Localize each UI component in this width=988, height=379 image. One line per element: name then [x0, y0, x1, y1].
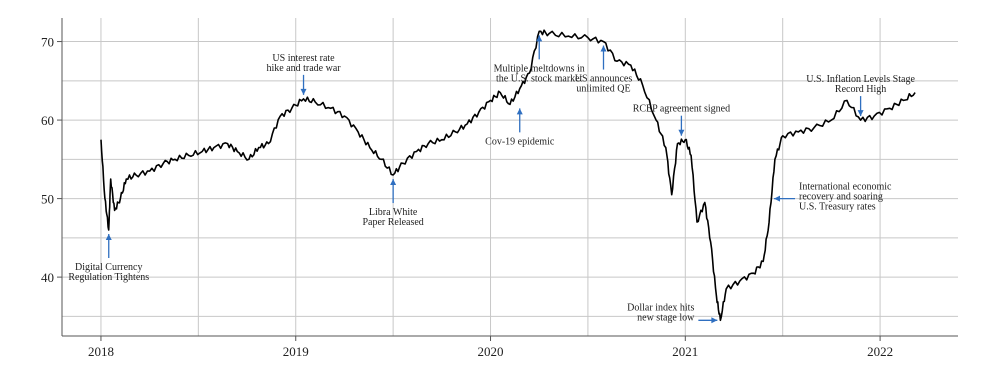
tick-labels: 2018 2019 2020 2021 2022 40 50 60 70 — [41, 35, 893, 359]
y-tick-label: 50 — [41, 192, 54, 207]
annotation-arrowhead — [105, 234, 112, 240]
annotation-arrowhead — [300, 88, 307, 95]
annotation-label: Dollar index hits — [627, 302, 694, 313]
y-tick-label: 70 — [41, 35, 54, 50]
x-tick-label: 2022 — [867, 344, 893, 359]
x-tick-label: 2020 — [478, 344, 504, 359]
annotation-arrowhead — [711, 317, 718, 324]
series-layer — [100, 29, 916, 322]
annotation: Cov-19 epidemic — [485, 108, 555, 147]
x-tick-label: 2018 — [88, 344, 114, 359]
annotation-label: Digital Currency — [75, 262, 142, 273]
annotation-label: unlimited QE — [576, 84, 630, 95]
annotation-label: Paper Released — [362, 217, 423, 228]
annotation-label: U.S. Inflation Levels Stage — [806, 74, 915, 85]
annotation-label: Regulation Tightens — [68, 272, 149, 283]
annotation-label: RCEP agreement signed — [633, 104, 730, 115]
annotation-arrowhead — [774, 195, 781, 202]
annotation-label: Record High — [835, 84, 886, 95]
annotation-label: recovery and soaring — [799, 192, 883, 203]
annotation-arrowhead — [857, 110, 864, 117]
annotation-arrowhead — [516, 108, 523, 115]
annotation-arrowhead — [678, 129, 685, 136]
y-tick-label: 40 — [41, 270, 54, 285]
annotation: RCEP agreement signed — [633, 104, 730, 136]
x-tick-label: 2021 — [672, 344, 698, 359]
annotation-label: US announces — [575, 74, 633, 85]
annotation-label: Libra White — [369, 207, 418, 218]
y-tick-label: 60 — [41, 113, 54, 128]
annotation-label: Multiple meltdowns in — [494, 63, 585, 74]
annotation-label: International economic — [799, 182, 892, 193]
annotation-label: the U.S. stock market — [496, 73, 583, 84]
annotation-arrowhead — [600, 45, 607, 52]
x-tick-label: 2019 — [283, 344, 309, 359]
annotation-arrowhead — [390, 179, 397, 186]
grid-lines — [62, 18, 958, 336]
annotation-label: U.S. Treasury rates — [799, 202, 876, 213]
axes — [57, 18, 958, 341]
series-line — [100, 29, 916, 322]
annotation-label: Cov-19 epidemic — [485, 136, 555, 147]
annotation-label: new stage low — [637, 312, 695, 323]
annotation-label: hike and trade war — [266, 63, 341, 74]
annotation-arrowhead — [536, 35, 543, 42]
annotation-label: US interest rate — [272, 53, 335, 64]
